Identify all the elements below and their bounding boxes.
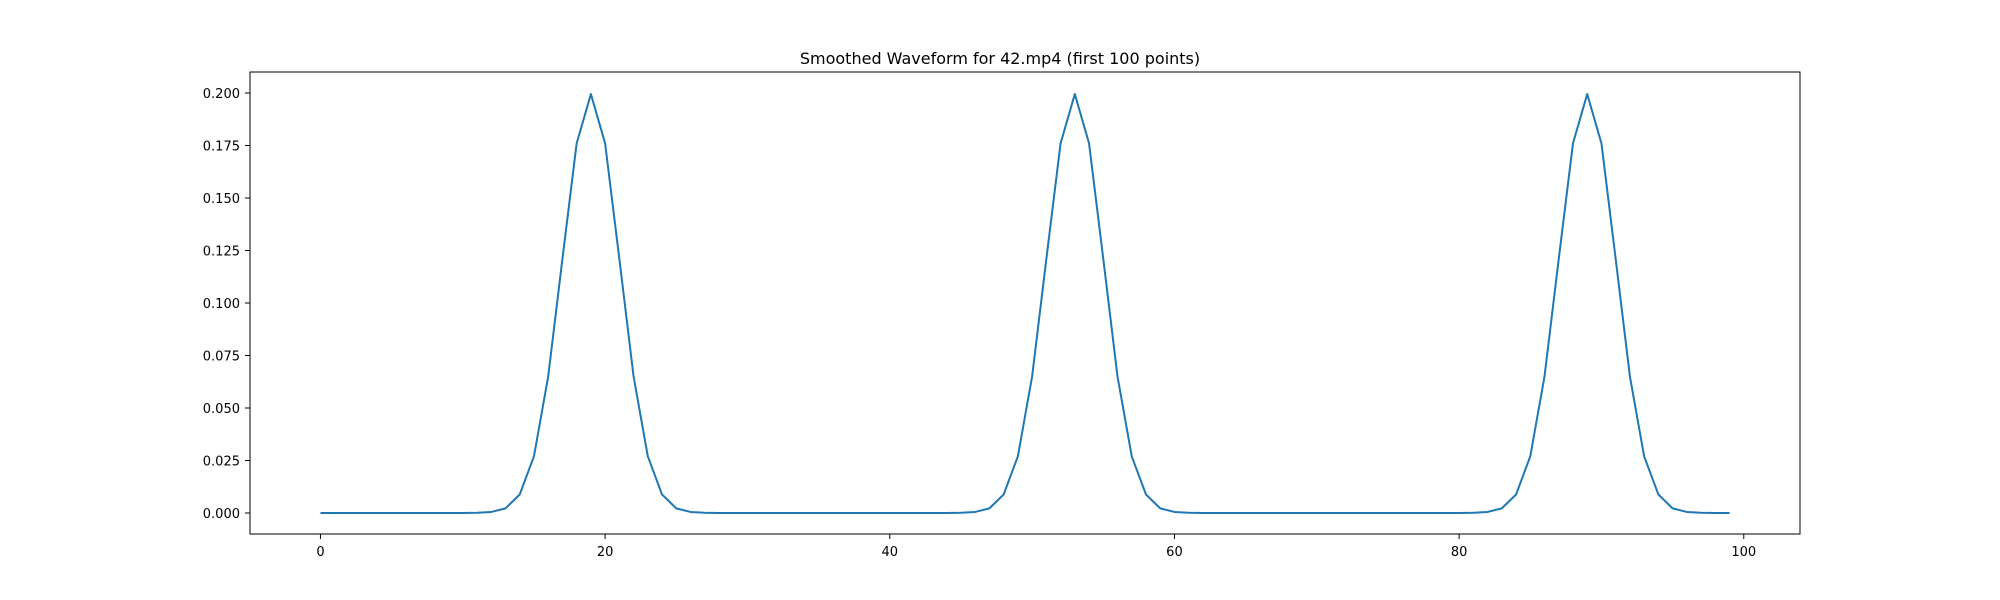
y-tick-label: 0.175 (203, 140, 240, 155)
y-tick-label: 0.100 (203, 297, 240, 312)
y-tick-label: 0.050 (203, 402, 240, 417)
x-tick-label: 40 (882, 545, 899, 560)
y-tick-label: 0.000 (203, 507, 240, 522)
x-tick-label: 80 (1451, 545, 1468, 560)
chart-title: Smoothed Waveform for 42.mp4 (first 100 … (800, 49, 1200, 68)
y-tick-label: 0.025 (203, 455, 240, 470)
x-tick-label: 20 (597, 545, 614, 560)
y-tick-label: 0.200 (203, 87, 240, 102)
plot-area: 0 20 40 60 80 100 0.000 0.025 0.050 0.075 0.100 0.1… (203, 87, 1756, 560)
axes-frame (249, 71, 1801, 535)
waveform-series-line (320, 93, 1730, 514)
y-tick-label: 0.150 (203, 192, 240, 207)
x-tick-label: 0 (316, 545, 324, 560)
x-tick-label: 60 (1166, 545, 1183, 560)
x-tick-label: 100 (1731, 545, 1756, 560)
y-tick-label: 0.075 (203, 350, 240, 365)
y-tick-label: 0.125 (203, 245, 240, 260)
